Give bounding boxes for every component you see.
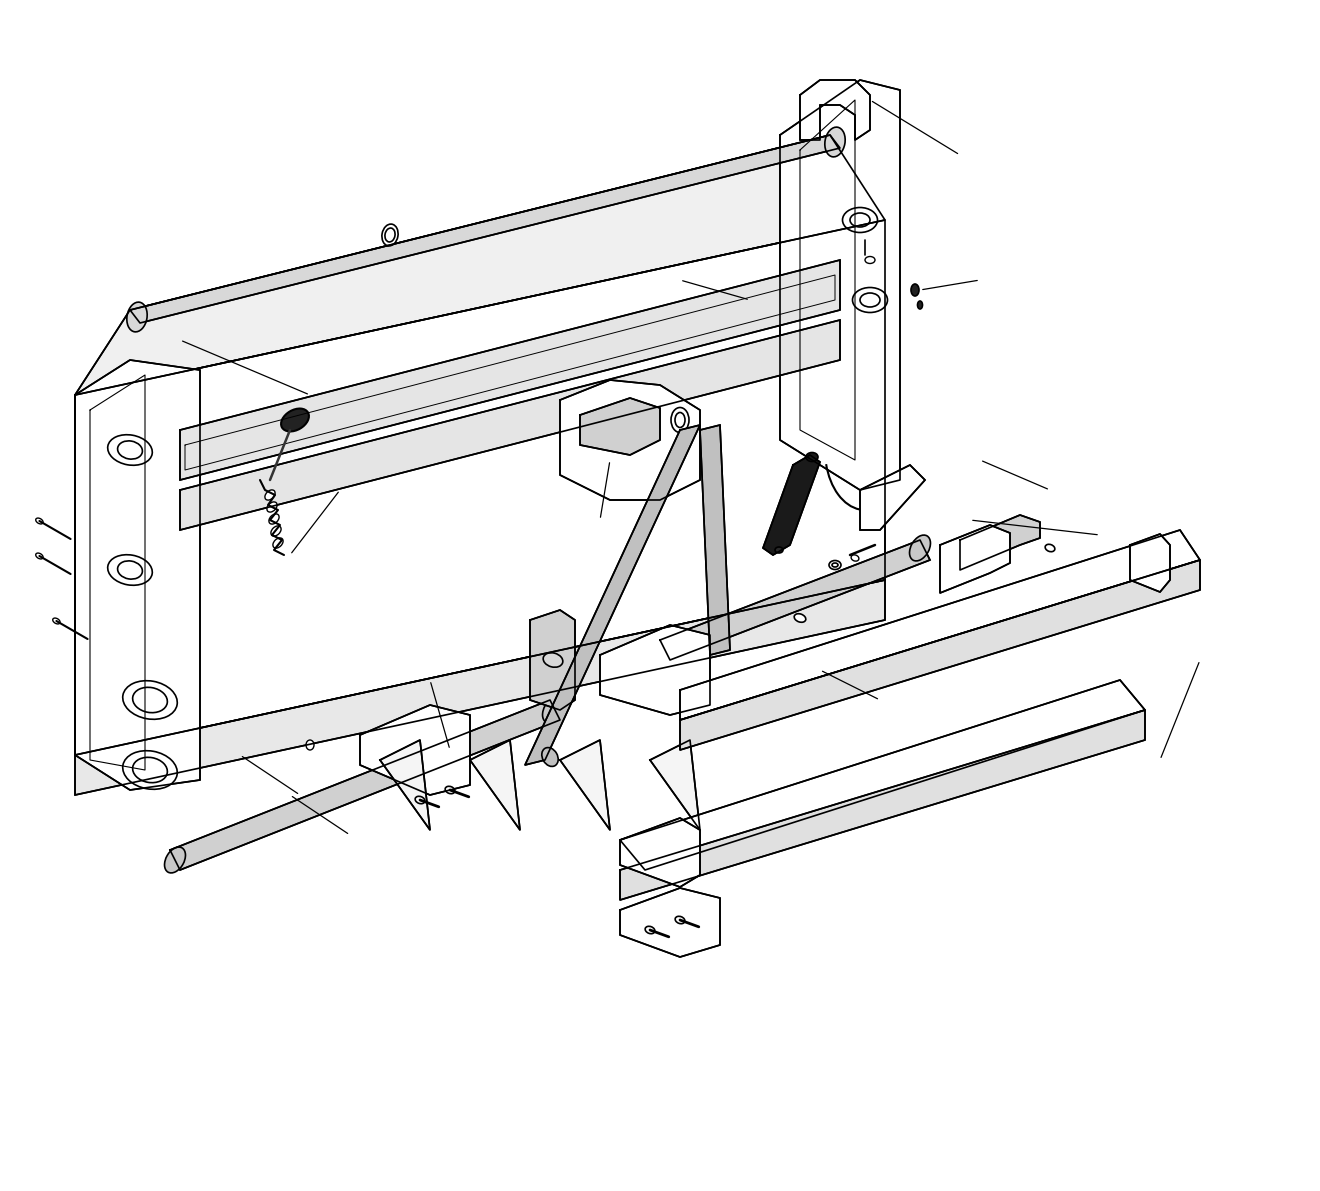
Polygon shape — [560, 740, 610, 830]
Polygon shape — [649, 740, 700, 830]
Polygon shape — [470, 740, 520, 830]
Ellipse shape — [853, 287, 887, 312]
Polygon shape — [525, 425, 700, 765]
Ellipse shape — [829, 561, 841, 569]
Ellipse shape — [127, 303, 148, 332]
Polygon shape — [75, 135, 884, 395]
Polygon shape — [180, 320, 840, 530]
Ellipse shape — [123, 681, 177, 719]
Polygon shape — [700, 425, 730, 655]
Polygon shape — [861, 464, 925, 530]
Ellipse shape — [271, 526, 281, 536]
Polygon shape — [531, 610, 576, 710]
Polygon shape — [763, 455, 820, 555]
Polygon shape — [960, 515, 1040, 570]
Ellipse shape — [117, 561, 143, 579]
Ellipse shape — [832, 563, 838, 567]
Ellipse shape — [36, 518, 44, 524]
Ellipse shape — [911, 283, 919, 297]
Ellipse shape — [165, 847, 186, 873]
Ellipse shape — [851, 555, 859, 561]
Polygon shape — [800, 80, 870, 141]
Ellipse shape — [795, 613, 805, 622]
Polygon shape — [360, 705, 470, 796]
Polygon shape — [620, 888, 719, 958]
Ellipse shape — [850, 213, 870, 227]
Ellipse shape — [807, 453, 818, 461]
Ellipse shape — [865, 256, 875, 263]
Polygon shape — [620, 710, 1144, 900]
Ellipse shape — [265, 490, 275, 500]
Ellipse shape — [281, 409, 309, 431]
Ellipse shape — [123, 750, 177, 790]
Ellipse shape — [861, 293, 880, 307]
Ellipse shape — [381, 224, 399, 245]
Polygon shape — [75, 360, 201, 790]
Ellipse shape — [909, 535, 931, 561]
Polygon shape — [660, 540, 931, 660]
Ellipse shape — [269, 513, 279, 524]
Polygon shape — [1130, 534, 1170, 592]
Polygon shape — [579, 398, 660, 455]
Ellipse shape — [675, 916, 685, 924]
Ellipse shape — [267, 501, 277, 512]
Polygon shape — [75, 580, 884, 796]
Polygon shape — [680, 560, 1200, 750]
Polygon shape — [170, 700, 560, 869]
Polygon shape — [129, 135, 840, 323]
Polygon shape — [380, 740, 430, 830]
Ellipse shape — [416, 797, 425, 804]
Ellipse shape — [842, 207, 878, 232]
Ellipse shape — [132, 687, 168, 712]
Ellipse shape — [671, 407, 689, 432]
Ellipse shape — [53, 618, 61, 624]
Polygon shape — [680, 530, 1200, 721]
Ellipse shape — [108, 435, 152, 466]
Polygon shape — [75, 220, 884, 755]
Ellipse shape — [108, 555, 152, 585]
Ellipse shape — [675, 412, 685, 428]
Polygon shape — [620, 680, 1144, 869]
Polygon shape — [940, 525, 1010, 593]
Polygon shape — [560, 380, 700, 500]
Ellipse shape — [445, 786, 455, 793]
Polygon shape — [601, 625, 710, 715]
Ellipse shape — [36, 553, 44, 559]
Ellipse shape — [117, 441, 143, 459]
Polygon shape — [780, 80, 900, 490]
Ellipse shape — [1045, 544, 1055, 551]
Ellipse shape — [543, 653, 562, 667]
Ellipse shape — [273, 538, 282, 548]
Polygon shape — [620, 818, 700, 887]
Ellipse shape — [645, 927, 655, 934]
Ellipse shape — [917, 301, 923, 308]
Ellipse shape — [132, 757, 168, 782]
Ellipse shape — [541, 748, 558, 767]
Polygon shape — [180, 260, 840, 480]
Ellipse shape — [775, 547, 783, 553]
Ellipse shape — [825, 127, 845, 157]
Ellipse shape — [543, 697, 564, 723]
Ellipse shape — [306, 740, 314, 750]
Ellipse shape — [385, 227, 395, 242]
